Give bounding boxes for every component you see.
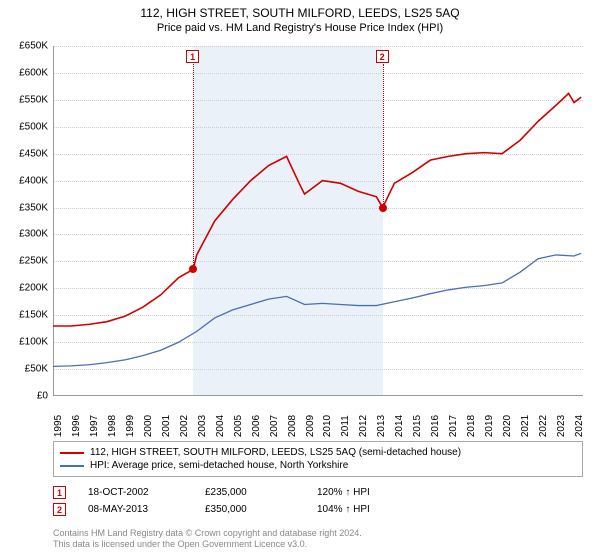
title-block: 112, HIGH STREET, SOUTH MILFORD, LEEDS, … <box>0 0 600 34</box>
event-date: 08-MAY-2013 <box>88 504 183 515</box>
event-pct: 104% ↑ HPI <box>317 504 370 515</box>
x-tick-label: 1998 <box>107 415 118 437</box>
x-tick-label: 2012 <box>358 415 369 437</box>
footer-line1: Contains HM Land Registry data © Crown c… <box>53 528 583 539</box>
event-price: £235,000 <box>205 487 295 498</box>
x-tick-label: 2007 <box>269 415 280 437</box>
x-tick-label: 2015 <box>412 415 423 437</box>
chart-container: 112, HIGH STREET, SOUTH MILFORD, LEEDS, … <box>0 0 600 560</box>
x-tick-label: 2013 <box>376 415 387 437</box>
y-tick-label: £50K <box>0 364 48 375</box>
x-tick-label: 2009 <box>305 415 316 437</box>
legend-item-property: 112, HIGH STREET, SOUTH MILFORD, LEEDS, … <box>60 446 576 459</box>
y-tick-label: £100K <box>0 337 48 348</box>
event-price: £350,000 <box>205 504 295 515</box>
x-tick-label: 1996 <box>71 415 82 437</box>
x-tick-label: 2020 <box>502 415 513 437</box>
x-tick-label: 2022 <box>538 415 549 437</box>
line-series <box>53 46 583 396</box>
event-marker-box: 2 <box>376 50 389 63</box>
event-index: 1 <box>53 486 66 499</box>
footer: Contains HM Land Registry data © Crown c… <box>53 528 583 551</box>
x-tick-label: 2003 <box>197 415 208 437</box>
legend: 112, HIGH STREET, SOUTH MILFORD, LEEDS, … <box>53 441 583 477</box>
y-tick-label: £150K <box>0 310 48 321</box>
legend-label-property: 112, HIGH STREET, SOUTH MILFORD, LEEDS, … <box>90 447 461 458</box>
series-property <box>53 93 581 326</box>
series-hpi <box>53 253 581 366</box>
event-dot <box>379 204 387 212</box>
y-tick-label: £650K <box>0 41 48 52</box>
x-tick-label: 2002 <box>179 415 190 437</box>
legend-swatch-property <box>60 452 84 454</box>
x-tick-label: 1999 <box>125 415 136 437</box>
y-tick-label: £350K <box>0 202 48 213</box>
x-tick-label: 2008 <box>287 415 298 437</box>
x-tick-label: 2006 <box>251 415 262 437</box>
y-tick-label: £600K <box>0 67 48 78</box>
y-tick-label: £400K <box>0 175 48 186</box>
x-tick-label: 2014 <box>394 415 405 437</box>
event-date: 18-OCT-2002 <box>88 487 183 498</box>
y-tick-label: £300K <box>0 229 48 240</box>
x-tick-label: 2011 <box>340 415 351 437</box>
event-row: 2 08-MAY-2013 £350,000 104% ↑ HPI <box>53 501 583 518</box>
x-tick-label: 2004 <box>215 415 226 437</box>
event-row: 1 18-OCT-2002 £235,000 120% ↑ HPI <box>53 484 583 501</box>
legend-item-hpi: HPI: Average price, semi-detached house,… <box>60 459 576 472</box>
events-table: 1 18-OCT-2002 £235,000 120% ↑ HPI 2 08-M… <box>53 484 583 518</box>
event-marker-box: 1 <box>186 50 199 63</box>
chart-title: 112, HIGH STREET, SOUTH MILFORD, LEEDS, … <box>0 6 600 20</box>
x-tick-label: 2021 <box>520 415 531 437</box>
x-tick-label: 2018 <box>466 415 477 437</box>
x-tick-label: 2001 <box>161 415 172 437</box>
event-pct: 120% ↑ HPI <box>317 487 370 498</box>
y-tick-label: £450K <box>0 148 48 159</box>
x-tick-label: 2019 <box>484 415 495 437</box>
x-tick-label: 2000 <box>143 415 154 437</box>
x-tick-label: 1997 <box>89 415 100 437</box>
y-tick-label: £250K <box>0 256 48 267</box>
legend-label-hpi: HPI: Average price, semi-detached house,… <box>90 460 348 471</box>
legend-swatch-hpi <box>60 465 84 467</box>
event-index: 2 <box>53 503 66 516</box>
y-tick-label: £200K <box>0 283 48 294</box>
x-tick-label: 2023 <box>556 415 567 437</box>
x-tick-label: 2005 <box>233 415 244 437</box>
x-tick-label: 2024 <box>574 415 585 437</box>
y-tick-label: £0 <box>0 391 48 402</box>
x-tick-label: 2010 <box>322 415 333 437</box>
chart-subtitle: Price paid vs. HM Land Registry's House … <box>0 22 600 34</box>
x-tick-label: 2017 <box>448 415 459 437</box>
y-tick-label: £550K <box>0 94 48 105</box>
y-tick-label: £500K <box>0 121 48 132</box>
x-tick-label: 2016 <box>430 415 441 437</box>
event-dot <box>189 265 197 273</box>
x-tick-label: 1995 <box>53 415 64 437</box>
footer-line2: This data is licensed under the Open Gov… <box>53 539 583 550</box>
